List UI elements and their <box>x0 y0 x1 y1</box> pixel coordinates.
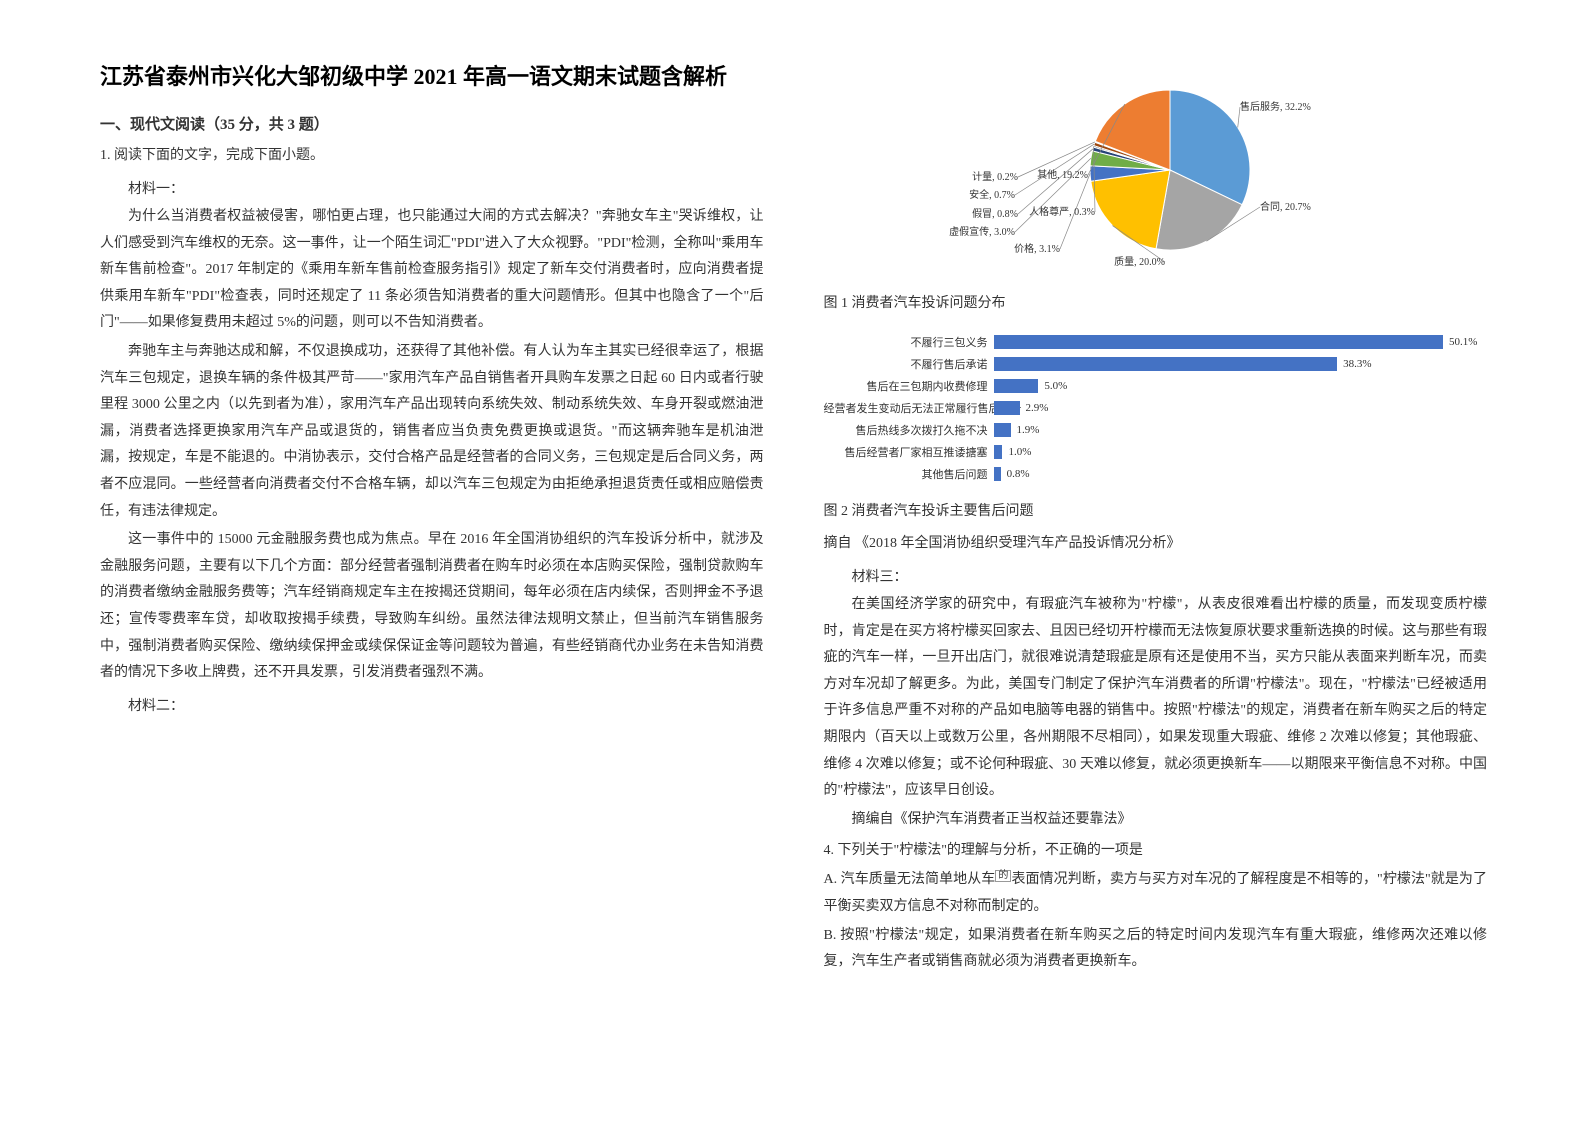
bar-value-label: 0.8% <box>1007 468 1030 480</box>
bar-value-label: 2.9% <box>1026 402 1049 414</box>
bar-category-label: 售后热线多次拨打久拖不决 <box>824 422 994 438</box>
bar-track: 2.9% <box>994 401 1488 415</box>
option-a-part1: A. 汽车质量无法简单地从车 <box>824 872 996 887</box>
bar-rect <box>994 357 1338 371</box>
bar-category-label: 不履行售后承诺 <box>824 356 994 372</box>
bar-track: 0.8% <box>994 467 1488 481</box>
bar-rect <box>994 445 1003 459</box>
pie-slice-label: 其他, 19.2% <box>1037 168 1088 181</box>
pie-slice <box>1091 170 1170 249</box>
bar-value-label: 38.3% <box>1343 358 1371 370</box>
pie-slice-label: 假冒, 0.8% <box>972 207 1018 220</box>
option-a: A. 汽车质量无法简单地从车的表面情况判断，卖方与买方对车况的了解程度是不相等的… <box>824 867 1488 920</box>
pie-slice-label: 质量, 20.0% <box>1114 256 1165 268</box>
pie-slice-label: 价格, 3.1% <box>1014 242 1060 255</box>
bar-value-label: 50.1% <box>1449 336 1477 348</box>
left-column: 江苏省泰州市兴化大邹初级中学 2021 年高一语文期末试题含解析 一、现代文阅读… <box>100 60 764 1082</box>
bar-value-label: 5.0% <box>1044 380 1067 392</box>
pie-slice-label: 售后服务, 32.2% <box>1240 100 1311 113</box>
m3-paragraph-1: 在美国经济学家的研究中，有瑕疵汽车被称为"柠檬"，从表皮很难看出柠檬的质量，而发… <box>824 592 1488 805</box>
material-2-source: 摘自 《2018 年全国消协组织受理汽车产品投诉情况分析》 <box>824 532 1488 552</box>
bar-rect <box>994 467 1001 481</box>
q4-stem: 4. 下列关于"柠檬法"的理解与分析，不正确的一项是 <box>824 839 1488 859</box>
material-3-source: 摘编自《保护汽车消费者正当权益还要靠法》 <box>824 807 1488 834</box>
bar-value-label: 1.0% <box>1008 446 1031 458</box>
bar-rect <box>994 423 1011 437</box>
figure-2-caption: 图 2 消费者汽车投诉主要售后问题 <box>824 500 1488 520</box>
figure-1-caption: 图 1 消费者汽车投诉问题分布 <box>824 292 1488 312</box>
material-1-label: 材料一： <box>128 178 764 198</box>
bar-row: 售后在三包期内收费修理 5.0% <box>824 378 1488 394</box>
material-2-label: 材料二： <box>128 695 764 715</box>
pie-slice-label: 虚假宣传, 3.0% <box>949 225 1015 238</box>
pie-chart-container: 售后服务, 32.2% 合同, 20.7% 质量, 20.0% 价格, 3.1% 虚假宣… <box>824 60 1488 280</box>
bar-rect <box>994 379 1039 393</box>
m1-paragraph-1: 为什么当消费者权益被侵害，哪怕更占理，也只能通过大闹的方式去解决？"奔驰女车主"… <box>100 204 764 337</box>
q1-intro: 1. 阅读下面的文字，完成下面小题。 <box>100 144 764 164</box>
bar-track: 1.9% <box>994 423 1488 437</box>
pie-slice-label: 安全, 0.7% <box>969 188 1015 201</box>
bar-value-label: 1.9% <box>1017 424 1040 436</box>
bar-row: 其他售后问题 0.8% <box>824 466 1488 482</box>
bar-row: 不履行售后承诺 38.3% <box>824 356 1488 372</box>
pie-leader-line <box>1018 149 1093 214</box>
bar-row: 经营者发生变动后无法正常履行售后服务 2.9% <box>824 400 1488 416</box>
right-column: 售后服务, 32.2% 合同, 20.7% 质量, 20.0% 价格, 3.1% 虚假宣… <box>824 60 1488 1082</box>
bar-rect <box>994 335 1444 349</box>
bar-category-label: 售后在三包期内收费修理 <box>824 378 994 394</box>
m1-paragraph-2: 奔驰车主与奔驰达成和解，不仅退换成功，还获得了其他补偿。有人认为车主其实已经很幸… <box>100 339 764 525</box>
bar-row: 不履行三包义务 50.1% <box>824 334 1488 350</box>
bar-category-label: 不履行三包义务 <box>824 334 994 350</box>
bar-track: 38.3% <box>994 357 1488 371</box>
bar-track: 50.1% <box>994 335 1488 349</box>
bar-row: 售后经营者厂家相互推诿搪塞 1.0% <box>824 444 1488 460</box>
doc-title: 江苏省泰州市兴化大邹初级中学 2021 年高一语文期末试题含解析 <box>100 60 764 93</box>
bar-category-label: 售后经营者厂家相互推诿搪塞 <box>824 444 994 460</box>
option-b: B. 按照"柠檬法"规定，如果消费者在新车购买之后的特定时间内发现汽车有重大瑕疵… <box>824 923 1488 976</box>
pie-slice-label: 计量, 0.2% <box>972 170 1018 183</box>
material-3-label: 材料三： <box>852 566 1488 586</box>
bar-category-label: 其他售后问题 <box>824 466 994 482</box>
bar-chart: 不履行三包义务 50.1% 不履行售后承诺 38.3% 售后在三包期内收费修理 5.0% 经… <box>824 334 1488 488</box>
bar-track: 1.0% <box>994 445 1488 459</box>
section-1-header: 一、现代文阅读（35 分，共 3 题） <box>100 113 764 134</box>
bar-rect <box>994 401 1020 415</box>
m1-paragraph-3: 这一事件中的 15000 元金融服务费也成为焦点。早在 2016 年全国消协组织… <box>100 527 764 687</box>
bar-category-label: 经营者发生变动后无法正常履行售后服务 <box>824 400 994 416</box>
pie-slice-label: 合同, 20.7% <box>1260 200 1311 213</box>
pie-chart: 售后服务, 32.2% 合同, 20.7% 质量, 20.0% 价格, 3.1% 虚假宣… <box>940 60 1370 280</box>
bar-track: 5.0% <box>994 379 1488 393</box>
option-a-sup: 的 <box>995 870 1011 882</box>
bar-row: 售后热线多次拨打久拖不决 1.9% <box>824 422 1488 438</box>
pie-slice-label: 人格尊严, 0.3% <box>1029 205 1095 218</box>
